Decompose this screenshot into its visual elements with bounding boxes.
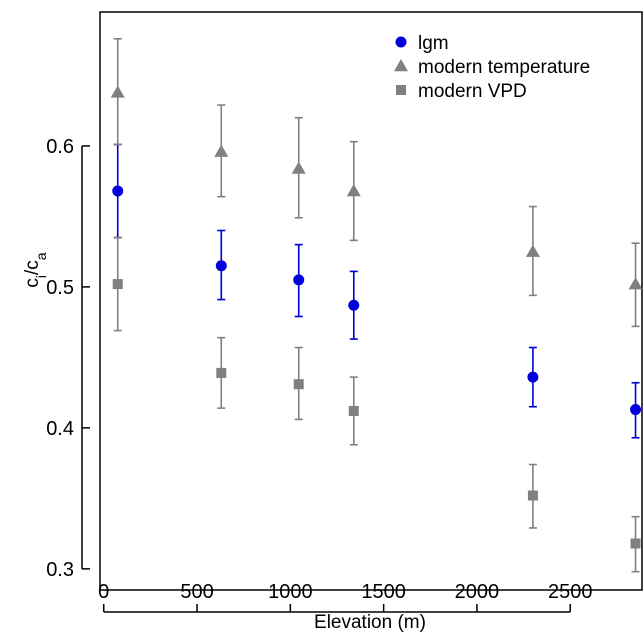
y-tick-label: 0.5 xyxy=(46,277,74,299)
y-tick-label: 0.3 xyxy=(46,559,74,581)
y-axis-label-sub-i: i xyxy=(33,275,49,278)
legend-label: modern VPD xyxy=(418,81,527,102)
series-modern-temperature xyxy=(110,37,643,328)
data-point xyxy=(214,144,229,157)
data-point xyxy=(527,490,538,501)
y-tick-label: 0.6 xyxy=(46,136,74,158)
x-tick-label: 0 xyxy=(98,581,109,603)
data-point xyxy=(293,274,305,286)
data-point xyxy=(110,85,125,98)
data-point xyxy=(348,405,359,416)
data-marks xyxy=(110,37,643,573)
data-point xyxy=(293,379,304,390)
y-axis-label-sep: /c xyxy=(22,260,43,275)
y-axis-label-main: c xyxy=(22,278,43,288)
x-tick-label: 500 xyxy=(180,581,213,603)
x-axis-label: Elevation (m) xyxy=(314,612,426,633)
y-axis-label: ci/ca xyxy=(22,252,49,287)
y-tick-label: 0.4 xyxy=(46,418,74,440)
x-tick-label: 2000 xyxy=(455,581,500,603)
data-point xyxy=(525,244,540,257)
x-tick-label: 1500 xyxy=(361,581,406,603)
x-tick-label: 2500 xyxy=(548,581,593,603)
data-point xyxy=(112,279,123,290)
legend-label: lgm xyxy=(418,33,449,54)
data-point xyxy=(346,184,361,197)
x-tick-label: 1000 xyxy=(268,581,313,603)
data-point xyxy=(630,538,641,549)
data-point xyxy=(628,277,643,290)
series-lgm xyxy=(112,143,642,439)
legend-marker xyxy=(396,85,406,95)
legend-marker xyxy=(395,36,407,48)
series-modern-vpd xyxy=(112,236,641,573)
legend: lgm modern temperature modern VPD xyxy=(394,33,590,102)
data-point xyxy=(215,260,227,272)
data-point xyxy=(630,404,642,416)
data-point xyxy=(112,185,124,197)
plot-frame xyxy=(99,11,643,591)
data-point xyxy=(216,367,227,378)
data-point xyxy=(527,371,539,383)
data-point xyxy=(348,299,360,311)
legend-marker xyxy=(394,59,408,72)
data-point xyxy=(291,161,306,174)
y-axis-label-sub-a: a xyxy=(33,252,49,260)
legend-label: modern temperature xyxy=(418,57,590,78)
axes: 0 500 1000 1500 2000 2500 0.3 0.4 0.5 0.6 xyxy=(46,11,643,613)
